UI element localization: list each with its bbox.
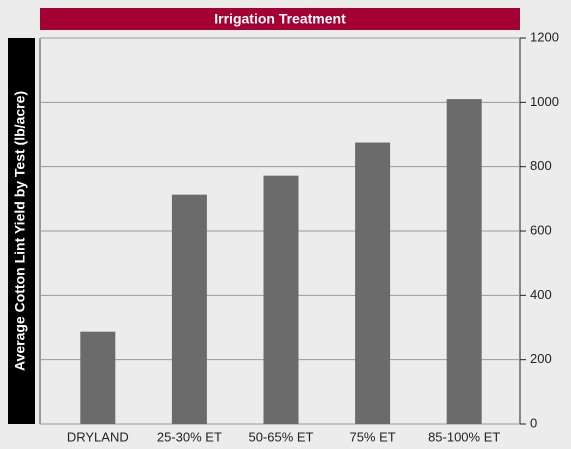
title-bar (40, 8, 520, 30)
y-tick-label: 800 (530, 158, 552, 173)
y-axis-label: Average Cotton Lint Yield by Test (lb/ac… (12, 91, 28, 371)
bar (355, 142, 391, 424)
y-tick-label: 600 (530, 222, 552, 237)
y-tick-label: 0 (530, 415, 537, 430)
chart-title: Irrigation Treatment (214, 11, 346, 27)
x-tick-label: 85-100% ET (428, 429, 500, 444)
bar (80, 331, 116, 424)
bar (446, 99, 482, 424)
x-tick-label: 75% ET (349, 429, 395, 444)
bar (263, 175, 299, 424)
x-tick-label: DRYLAND (67, 429, 129, 444)
y-label-bar (8, 38, 35, 424)
x-tick-label: 25-30% ET (157, 429, 222, 444)
bar (171, 194, 207, 424)
y-tick-label: 1000 (530, 94, 559, 109)
y-tick-label: 200 (530, 351, 552, 366)
y-tick-label: 1200 (530, 29, 559, 44)
y-tick-label: 400 (530, 287, 552, 302)
x-tick-label: 50-65% ET (248, 429, 313, 444)
